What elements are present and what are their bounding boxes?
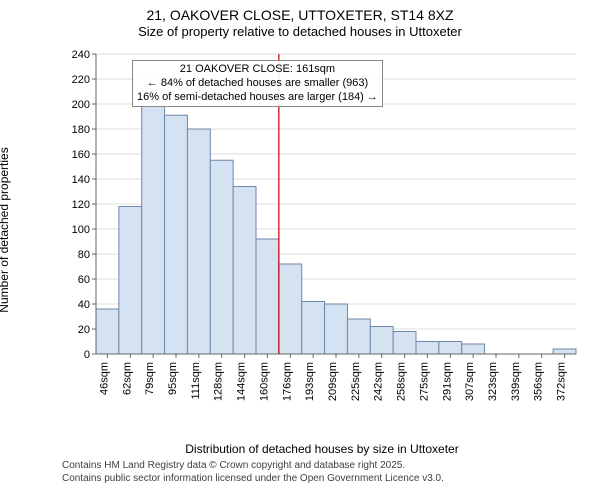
annotation-line-3: 16% of semi-detached houses are larger (… xyxy=(137,91,378,105)
svg-text:144sqm: 144sqm xyxy=(236,362,248,401)
svg-text:193sqm: 193sqm xyxy=(304,362,316,401)
svg-text:46sqm: 46sqm xyxy=(98,362,110,395)
svg-text:40: 40 xyxy=(78,299,90,311)
x-axis-label: Distribution of detached houses by size … xyxy=(62,442,582,456)
svg-text:140: 140 xyxy=(72,174,90,186)
plot-area: 0 20 40 60 80 100 120 140 160 180 200 220 240 46sqm 62… xyxy=(62,48,582,424)
svg-text:323sqm: 323sqm xyxy=(487,362,499,401)
svg-text:307sqm: 307sqm xyxy=(464,362,476,401)
svg-text:95sqm: 95sqm xyxy=(167,362,179,395)
svg-text:180: 180 xyxy=(72,124,90,136)
svg-text:20: 20 xyxy=(78,324,90,336)
svg-text:275sqm: 275sqm xyxy=(418,362,430,401)
svg-text:220: 220 xyxy=(72,74,90,86)
svg-text:200: 200 xyxy=(72,99,90,111)
attribution: Contains HM Land Registry data © Crown c… xyxy=(62,460,444,485)
svg-text:100: 100 xyxy=(72,224,90,236)
y-axis-label: Number of detached properties xyxy=(0,147,11,312)
svg-text:240: 240 xyxy=(72,49,90,61)
svg-text:176sqm: 176sqm xyxy=(281,362,293,401)
svg-text:160sqm: 160sqm xyxy=(258,362,270,401)
annotation-line-1: 21 OAKOVER CLOSE: 161sqm xyxy=(137,63,378,77)
svg-text:79sqm: 79sqm xyxy=(144,362,156,395)
svg-text:372sqm: 372sqm xyxy=(556,362,568,401)
attribution-line-2: Contains public sector information licen… xyxy=(62,473,444,486)
svg-text:291sqm: 291sqm xyxy=(441,362,453,401)
chart-title: 21, OAKOVER CLOSE, UTTOXETER, ST14 8XZ xyxy=(0,0,600,24)
svg-text:209sqm: 209sqm xyxy=(327,362,339,401)
svg-text:62sqm: 62sqm xyxy=(121,362,133,395)
svg-text:160: 160 xyxy=(72,149,90,161)
svg-text:356sqm: 356sqm xyxy=(533,362,545,401)
svg-text:339sqm: 339sqm xyxy=(510,362,522,401)
svg-text:242sqm: 242sqm xyxy=(373,362,385,401)
attribution-line-1: Contains HM Land Registry data © Crown c… xyxy=(62,460,444,473)
svg-text:60: 60 xyxy=(78,274,90,286)
annotation-box: 21 OAKOVER CLOSE: 161sqm ← 84% of detach… xyxy=(132,60,383,107)
annotation-line-2: ← 84% of detached houses are smaller (96… xyxy=(137,77,378,91)
svg-text:258sqm: 258sqm xyxy=(396,362,408,401)
svg-text:80: 80 xyxy=(78,249,90,261)
svg-text:111sqm: 111sqm xyxy=(190,362,202,400)
chart-subtitle: Size of property relative to detached ho… xyxy=(0,24,600,39)
svg-text:120: 120 xyxy=(72,199,90,211)
chart-container: 21, OAKOVER CLOSE, UTTOXETER, ST14 8XZ S… xyxy=(0,0,600,500)
svg-text:225sqm: 225sqm xyxy=(350,362,362,401)
svg-text:0: 0 xyxy=(84,349,90,361)
svg-text:128sqm: 128sqm xyxy=(213,362,225,401)
